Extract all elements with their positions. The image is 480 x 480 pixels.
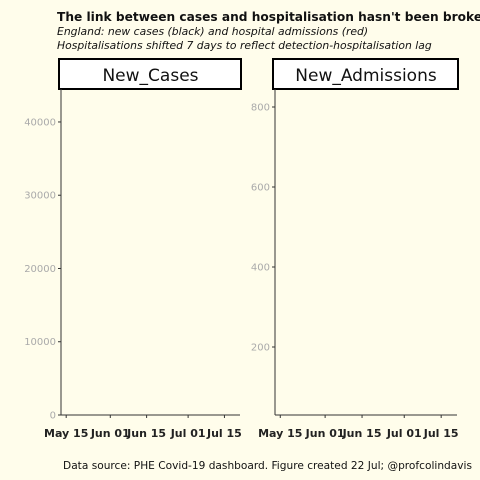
- y-tick-label: 200: [251, 343, 270, 354]
- x-tick-label: May 15: [258, 427, 302, 440]
- chart-caption: Data source: PHE Covid-19 dashboard. Fig…: [63, 460, 472, 472]
- y-tick-label: 40000: [24, 117, 56, 128]
- x-tick-label: Jun 15: [342, 427, 382, 440]
- panel-strip-0: [58, 58, 242, 90]
- y-tick-label: 30000: [24, 191, 56, 202]
- x-tick-label: Jul 15: [423, 427, 459, 440]
- y-tick-label: 600: [251, 183, 270, 194]
- y-tick-label: 10000: [24, 337, 56, 348]
- x-tick-label: May 15: [44, 427, 88, 440]
- chart-subtitle-line-1: England: new cases (black) and hospital …: [57, 25, 369, 38]
- x-tick-label: Jun 01: [305, 427, 345, 440]
- y-tick-label: 800: [251, 103, 270, 114]
- panel-strip-1: [272, 58, 459, 90]
- chart-subtitle-line-2: Hospitalisations shifted 7 days to refle…: [57, 39, 432, 52]
- panel-strip-label-0: New_Cases: [102, 66, 198, 86]
- panel-strip-label-1: New_Admissions: [295, 66, 437, 86]
- chart-title: The link between cases and hospitalisati…: [57, 10, 480, 24]
- y-tick-label: 400: [251, 263, 270, 274]
- y-tick-label: 0: [50, 411, 56, 422]
- y-tick-label: 20000: [24, 264, 56, 275]
- x-tick-label: Jul 01: [170, 427, 206, 440]
- x-tick-label: Jun 01: [90, 427, 130, 440]
- x-tick-label: Jul 01: [386, 427, 422, 440]
- x-tick-label: Jun 15: [126, 427, 166, 440]
- x-tick-label: Jul 15: [206, 427, 242, 440]
